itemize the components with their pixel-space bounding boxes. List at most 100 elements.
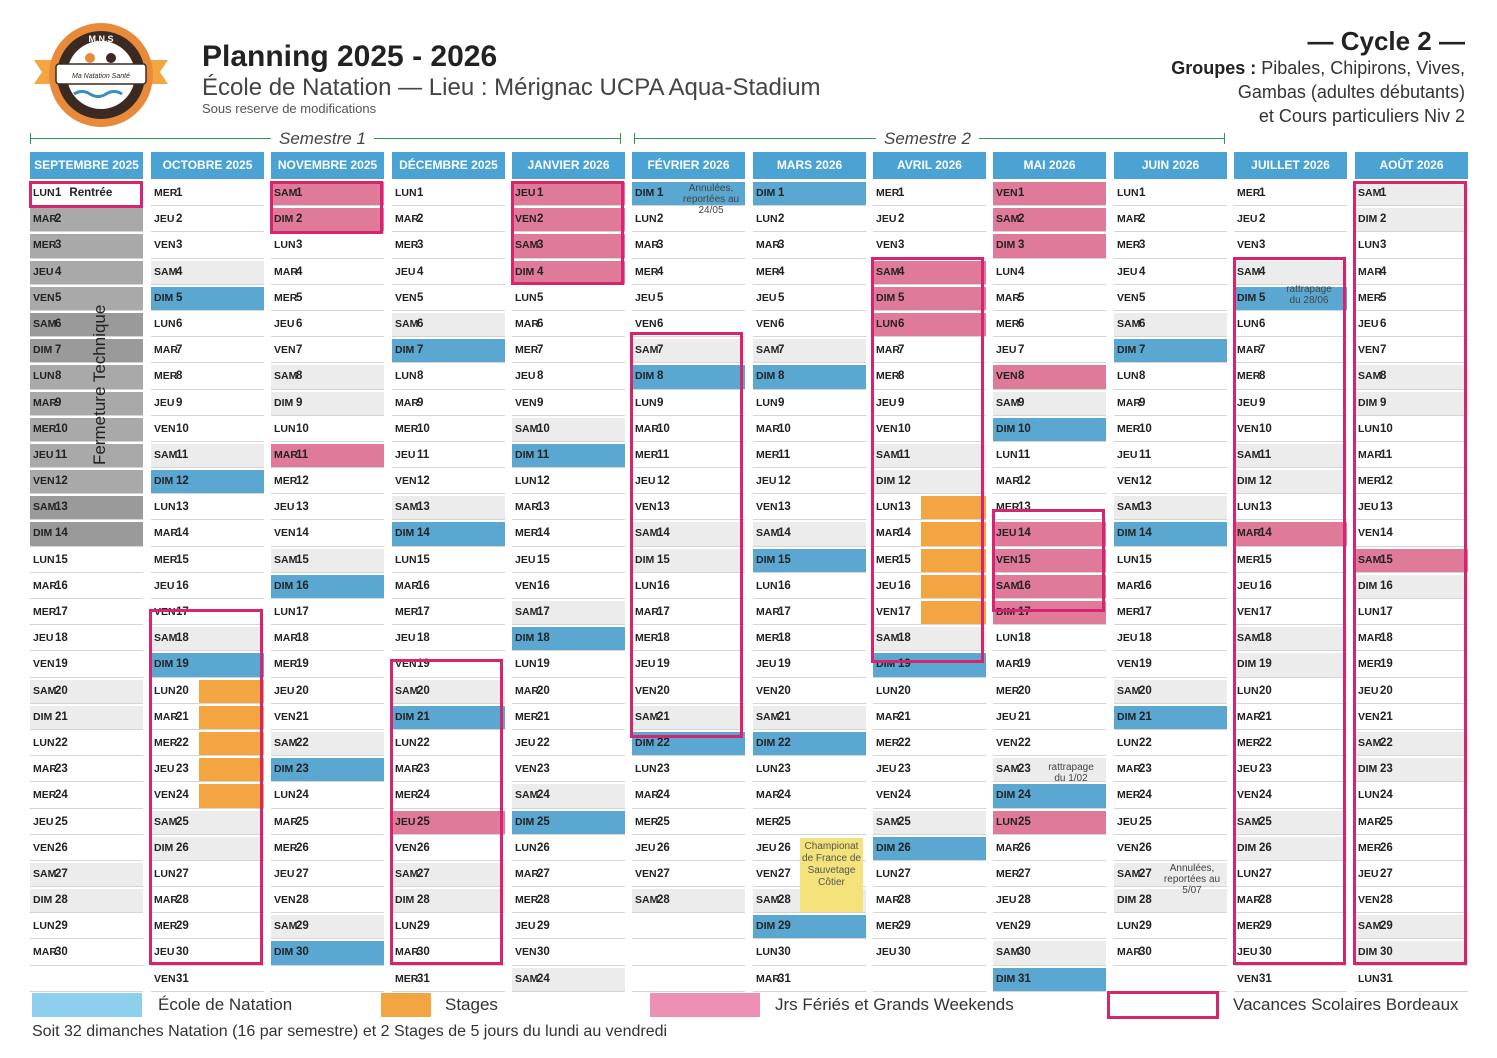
day-name: JEU [876, 213, 897, 226]
day-name: MAR [395, 763, 419, 776]
semester-1-end [620, 133, 621, 144]
day-number: 26 [296, 841, 309, 854]
day-cell: MER25 [753, 810, 866, 835]
day-number: 25 [296, 815, 309, 828]
day-name: SAM [154, 265, 178, 278]
day-number: 15 [1018, 553, 1031, 566]
day-cell: LUN23 [632, 758, 745, 783]
day-name: MAR [274, 815, 298, 828]
day-number: 12 [296, 475, 309, 488]
day-number: 27 [55, 867, 68, 880]
day-cell: JEU 4 [30, 260, 143, 285]
day-name: DIM [1117, 894, 1137, 907]
day-name: DIM [33, 710, 53, 723]
day-cell: VEN19 [1114, 653, 1227, 678]
day-name: LUN [756, 396, 778, 409]
day-number: 25 [1380, 815, 1393, 828]
day-number: 4 [417, 265, 424, 278]
day-number: 11 [1018, 448, 1031, 461]
day-cell: DIM 5 [873, 286, 986, 311]
day-name: VEN [876, 789, 898, 802]
day-cell: DIM 25 [512, 810, 625, 835]
day-number: 8 [657, 370, 664, 383]
day-number: 24 [176, 789, 189, 802]
day-name: MER [395, 789, 419, 802]
day-name: VEN [1237, 422, 1259, 435]
day-cell: LUN6 [873, 312, 986, 338]
day-cell: DIM 28 [392, 889, 505, 914]
day-cell: MAR18 [1355, 627, 1468, 652]
day-name: VEN [515, 396, 537, 409]
day-name: DIM [1237, 841, 1257, 854]
day-name: LUN [876, 501, 898, 514]
day-name: DIM [996, 239, 1016, 252]
day-name: JEU [515, 370, 536, 383]
groups-block: Groupes : Pibales, Chipirons, Vives, Gam… [1045, 56, 1465, 128]
day-name: SAM [154, 448, 178, 461]
annotation-jul: rattrapage du 28/06 [1286, 284, 1332, 306]
day-cell: JEU 16 [151, 574, 264, 599]
month-header: NOVEMBRE 2025 [271, 152, 384, 182]
day-name: DIM [274, 763, 294, 776]
day-name: SAM [756, 894, 780, 907]
day-number: 20 [1259, 684, 1272, 697]
day-name: MER [1117, 606, 1141, 618]
day-cell: SAM21 [632, 705, 745, 730]
day-name: JEU [876, 763, 897, 776]
day-number: 6 [898, 317, 905, 330]
day-cell: MAR27 [512, 862, 625, 888]
day-cell: JEU 18 [1114, 627, 1227, 652]
day-cell: MAR30 [30, 941, 143, 966]
day-number: 4 [1380, 265, 1387, 278]
day-cell: MAR25 [1355, 810, 1468, 835]
day-cell: MAR14 [1234, 522, 1347, 547]
day-number: 25 [1139, 815, 1152, 828]
day-number: 5 [898, 291, 905, 304]
day-name: JEU [395, 265, 416, 278]
day-name: MAR [274, 632, 298, 645]
day-cell: SAM20 [392, 679, 505, 704]
day-cell: SAM10 [512, 417, 625, 442]
day-number: 14 [1380, 527, 1393, 540]
day-number: 9 [778, 396, 785, 409]
day-name: VEN [395, 475, 417, 488]
day-name: JEU [33, 265, 54, 278]
day-number: 29 [417, 920, 430, 933]
day-cell: SAM7 [632, 339, 745, 364]
day-cell: MAR31 [753, 967, 866, 992]
day-number: 2 [1018, 213, 1025, 226]
day-cell: MER12 [1355, 470, 1468, 495]
day-name: MER [1117, 789, 1141, 802]
day-cell: DIM 8 [632, 365, 745, 390]
day-name: JEU [635, 291, 656, 304]
day-number: 28 [417, 894, 430, 907]
day-cell: VEN17 [873, 601, 986, 626]
day-number: 17 [296, 606, 309, 618]
day-number: 28 [898, 894, 911, 907]
day-name: VEN [756, 317, 778, 330]
day-name: LUN [395, 736, 417, 749]
day-name: VEN [1117, 475, 1139, 488]
day-cell: LUN1 [1114, 182, 1227, 207]
day-cell: VEN24 [151, 784, 264, 809]
day-name: MAR [33, 946, 57, 959]
day-number: 14 [176, 527, 189, 540]
day-cell: DIM 30 [271, 941, 384, 966]
day-cell: VEN5 [392, 286, 505, 311]
day-number: 29 [1259, 920, 1272, 933]
day-name: DIM [515, 265, 535, 278]
day-name: JEU [274, 684, 295, 697]
day-cell: VEN1 [993, 182, 1106, 207]
day-name: SAM [1358, 553, 1382, 566]
day-number: 2 [296, 213, 303, 226]
day-cell: VEN26 [392, 836, 505, 861]
day-cell: SAM22 [271, 731, 384, 757]
day-number: 19 [537, 658, 550, 671]
day-number: 8 [1380, 370, 1387, 383]
annotation-championship: Championat de France de Sauvetage Côtier [800, 838, 863, 912]
day-name: MAR [1237, 344, 1261, 357]
day-cell: SAM25 [873, 810, 986, 835]
day-cell: LUN31 [1355, 967, 1468, 992]
day-cell: SAM24 [512, 784, 625, 809]
day-cell: MER15 [873, 548, 986, 573]
